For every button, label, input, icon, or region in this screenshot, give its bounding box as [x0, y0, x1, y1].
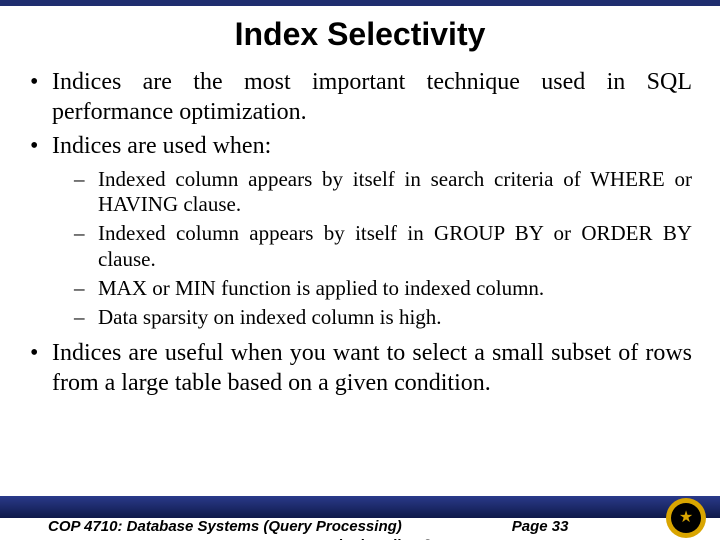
footer-page-label: Page 33: [512, 518, 569, 535]
slide-content: Indices are the most important technique…: [0, 67, 720, 398]
sub-bullet-item: Indexed column appears by itself in sear…: [52, 167, 692, 217]
bullet-item: Indices are useful when you want to sele…: [28, 338, 692, 398]
bullet-list: Indices are the most important technique…: [28, 67, 692, 398]
sub-bullet-item: Indexed column appears by itself in GROU…: [52, 221, 692, 271]
logo-star-icon: ★: [679, 510, 693, 526]
sub-bullet-item: MAX or MIN function is applied to indexe…: [52, 276, 692, 301]
logo-inner-circle: ★: [671, 503, 701, 533]
sub-bullet-list: Indexed column appears by itself in sear…: [52, 167, 692, 330]
bullet-item: Indices are used when: Indexed column ap…: [28, 131, 692, 330]
slide: Index Selectivity Indices are the most i…: [0, 0, 720, 540]
footer-course-label: COP 4710: Database Systems (Query Proces…: [0, 518, 402, 535]
ucf-logo: ★: [666, 498, 706, 538]
footer-accent-bar: [0, 496, 720, 518]
logo-outer-circle: ★: [666, 498, 706, 538]
slide-title: Index Selectivity: [0, 6, 720, 67]
bullet-text: Indices are used when:: [52, 133, 271, 159]
slide-footer: COP 4710: Database Systems (Query Proces…: [0, 496, 720, 540]
bullet-item: Indices are the most important technique…: [28, 67, 692, 127]
sub-bullet-item: Data sparsity on indexed column is high.: [52, 305, 692, 330]
